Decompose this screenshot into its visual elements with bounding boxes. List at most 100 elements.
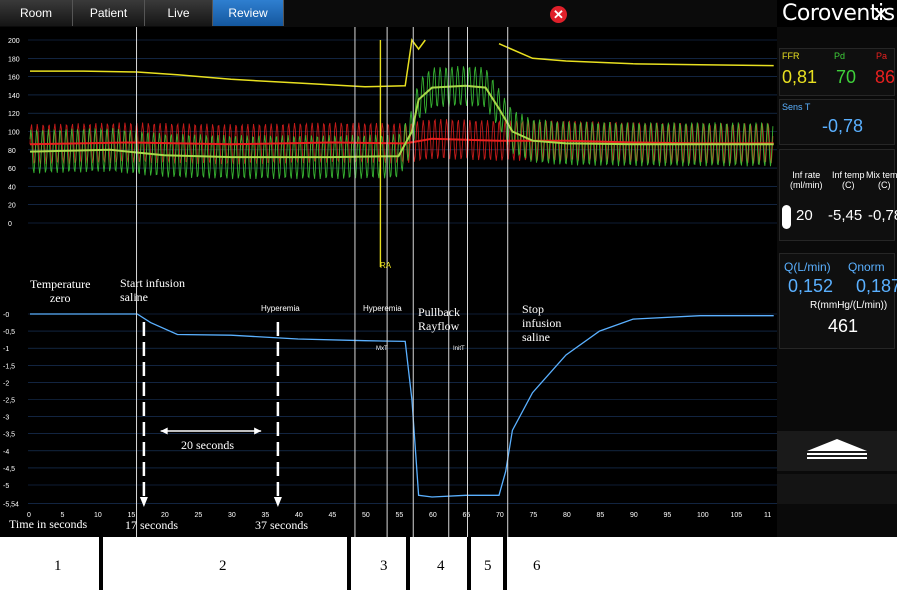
temperature-tick-label: -0: [3, 312, 9, 319]
tools-icon[interactable]: ✕: [872, 4, 889, 26]
time-tick-label: 90: [630, 512, 638, 519]
mxt-marker-label: MxT: [376, 346, 388, 352]
qnorm-label: Qnorm: [848, 260, 885, 274]
ra-marker-label: RA: [380, 261, 392, 270]
segment-lines: [136, 27, 509, 537]
segment-divider: [347, 537, 351, 590]
time-tick-label: 20: [161, 512, 169, 519]
sens-label: Sens T: [782, 102, 811, 112]
collapse-button[interactable]: [777, 431, 897, 471]
pa-mean-line: [29, 137, 774, 146]
annotation-start-infusion: Start infusion saline: [120, 276, 185, 304]
pressure-tick-label: 120: [8, 111, 20, 118]
time-tick-label: 105: [731, 512, 743, 519]
time-tick-label: 40: [295, 512, 303, 519]
ffr-pressure-line-late: [498, 43, 774, 67]
pd-trace: [29, 65, 774, 180]
plot-grid: [28, 39, 777, 504]
inf-rate-value: 20: [796, 207, 813, 224]
signal-traces: [29, 38, 774, 498]
time-tick-label: 50: [362, 512, 370, 519]
hyperemia-label-1: Hyperemia: [261, 304, 300, 313]
q-label: Q(L/min): [784, 260, 831, 274]
tab-live[interactable]: Live: [145, 0, 213, 26]
time-tick-label: 10: [94, 512, 102, 519]
r-value: 461: [828, 316, 859, 336]
pressure-tick-label: 0: [8, 221, 12, 228]
segment-6: 6: [533, 558, 541, 574]
mix-temp-value: -0,78: [868, 207, 897, 224]
annotation-17-seconds: 17 seconds: [125, 518, 178, 532]
tab-room[interactable]: Room: [0, 0, 73, 26]
ffr-label: FFR: [782, 51, 800, 61]
pd-mean-line: [29, 84, 774, 159]
inf-rate-stepper[interactable]: [782, 205, 791, 229]
time-tick-label: 85: [597, 512, 605, 519]
time-tick-label: 70: [496, 512, 504, 519]
temperature-tick-label: -0,5: [3, 329, 15, 336]
sens-box: Sens T -0,78: [779, 99, 895, 145]
temperature-tick-label: -3: [3, 415, 9, 422]
temperature-trace: [30, 313, 774, 498]
pa-trace: [29, 118, 774, 165]
time-tick-label: 5: [61, 512, 65, 519]
segment-strip: 1 2 3 4 5 6: [0, 537, 897, 590]
pressure-tick-label: 40: [8, 184, 16, 191]
measurement-panel: FFR Pd Pa 0,81 70 86 Sens T -0,78 Inf ra…: [777, 27, 897, 537]
segment-divider: [503, 537, 507, 590]
annotation-37-seconds: 37 seconds: [255, 518, 308, 532]
pd-value: 70: [836, 67, 857, 87]
tab-patient[interactable]: Patient: [73, 0, 145, 26]
inf-temp-label: Inf temp (C): [832, 170, 865, 190]
monitor-screen: Room Patient Live Review ✕ Coroventis ✕ …: [0, 0, 897, 537]
segment-4: 4: [437, 558, 445, 574]
temperature-axis: -0 -0,5 -1 -1,5 -2 -2,5 -3 -3,5 -4 -4,5 -5 -5,54: [3, 312, 19, 508]
time-tick-label: 35: [262, 512, 270, 519]
temperature-tick-label: -5,54: [3, 501, 19, 508]
temperature-tick-label: -1,5: [3, 363, 15, 370]
panel-footer: [777, 474, 897, 504]
annotation-stop-infusion: Stop infusion saline: [522, 302, 562, 344]
temperature-tick-label: -2: [3, 380, 9, 387]
pressure-tick-label: 200: [8, 38, 20, 45]
arrow-head: [273, 497, 282, 507]
ffr-pressure-line: [30, 38, 426, 88]
pd-label: Pd: [834, 51, 846, 61]
arrow-head: [160, 427, 168, 435]
pressure-tick-label: 60: [8, 166, 16, 173]
close-icon[interactable]: ✕: [550, 6, 567, 23]
temperature-tick-label: -4: [3, 449, 9, 456]
q-value: 0,152: [788, 276, 834, 296]
annotation-20-seconds: 20 seconds: [181, 438, 234, 452]
time-tick-label: 80: [563, 512, 571, 519]
sens-value: -0,78: [822, 116, 864, 136]
pressure-tick-label: 80: [8, 148, 16, 155]
inf-rate-label: Inf rate (ml/min): [790, 170, 823, 190]
time-tick-label: 11: [764, 512, 771, 519]
r-label: R(mmHg/(L/min)): [810, 300, 888, 311]
tab-review[interactable]: Review: [213, 0, 284, 26]
infusion-box: Inf rate (ml/min) Inf temp (C) Mix temp …: [779, 149, 897, 241]
pa-label: Pa: [876, 51, 888, 61]
hyperemia-label-2: Hyperemia: [363, 304, 402, 313]
annotation-pullback: Pullback Rayflow: [418, 305, 460, 333]
time-tick-label: 45: [329, 512, 337, 519]
annotation-temperature-zero: Temperature zero: [30, 277, 91, 305]
ffr-box: FFR Pd Pa 0,81 70 86: [779, 48, 895, 96]
time-tick-label: 95: [664, 512, 672, 519]
time-tick-label: 60: [429, 512, 437, 519]
pressure-tick-label: 180: [8, 56, 20, 63]
time-tick-label: 55: [396, 512, 404, 519]
temperature-tick-label: -5: [3, 483, 9, 490]
temperature-tick-label: -3,5: [3, 432, 15, 439]
time-tick-label: 30: [228, 512, 236, 519]
temperature-tick-label: -4,5: [3, 466, 15, 473]
pressure-tick-label: 160: [8, 75, 20, 82]
time-tick-label: 25: [195, 512, 203, 519]
arrow-head: [254, 427, 262, 435]
segment-2: 2: [219, 558, 227, 574]
pressure-tick-label: 100: [8, 130, 20, 137]
segment-1: 1: [54, 558, 62, 574]
